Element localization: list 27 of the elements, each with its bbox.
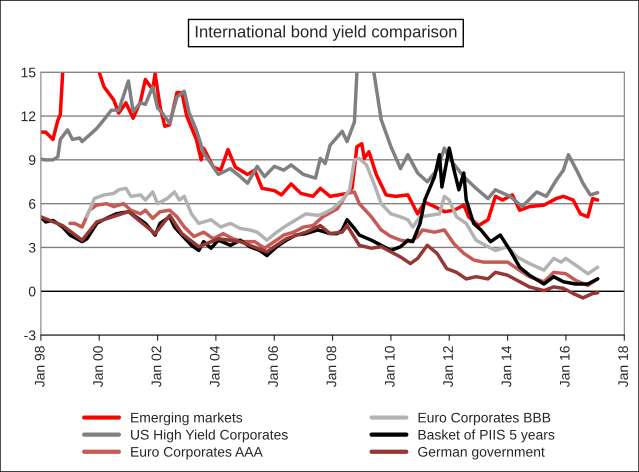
- x-tick-label: Jan 18: [618, 346, 628, 388]
- y-tick-label: 15: [22, 68, 36, 78]
- x-tick-label: Jan 98: [34, 346, 45, 388]
- legend-label: Emerging markets: [131, 412, 242, 426]
- legend-label: Basket of PIIS 5 years: [418, 429, 554, 442]
- y-tick-label: -3: [24, 330, 36, 340]
- y-tick-label: 9: [28, 155, 36, 166]
- x-tick-label: Jan 06: [268, 346, 278, 388]
- x-tick-label: Jan 00: [93, 346, 103, 388]
- chart-title: International bond yield comparison: [196, 25, 456, 41]
- x-tick-label: Jan 02: [151, 346, 162, 388]
- x-tick-label: Jan 10: [384, 346, 395, 388]
- line-series: [85, 156, 600, 276]
- legend-label: Euro Corporates AAA: [131, 446, 263, 460]
- line-series: [40, 210, 600, 300]
- y-tick-label: 0: [28, 286, 36, 296]
- legend-label: Euro Corporates BBB: [418, 412, 550, 426]
- x-tick-label: Jan 14: [502, 346, 512, 388]
- x-tick-label: Jan 04: [210, 346, 220, 388]
- legend-label: German government: [418, 446, 545, 460]
- y-tick-label: 6: [29, 199, 36, 209]
- y-tick-label: 12: [22, 111, 36, 122]
- x-tick-label: Jan 12: [443, 346, 453, 388]
- x-tick-label: Jan 16: [560, 346, 570, 388]
- y-tick-label: 3: [28, 242, 36, 253]
- legend-label: US High Yield Corporates: [131, 429, 288, 442]
- x-tick-label: Jan 08: [326, 346, 336, 388]
